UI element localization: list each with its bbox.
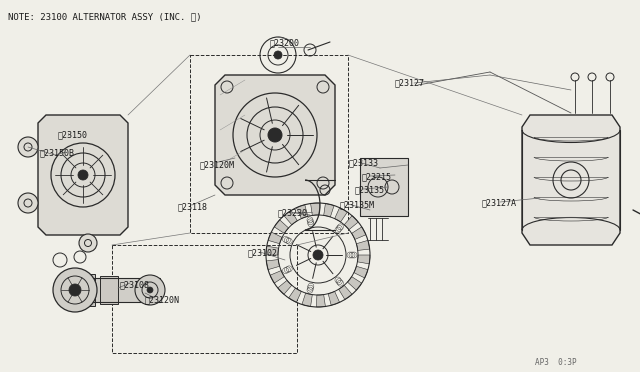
Text: ※23135M: ※23135M <box>340 200 375 209</box>
Polygon shape <box>344 216 358 230</box>
Bar <box>100 276 118 304</box>
Circle shape <box>147 287 153 293</box>
Text: ※23118: ※23118 <box>178 202 208 211</box>
Polygon shape <box>302 293 312 307</box>
Polygon shape <box>266 260 280 270</box>
Circle shape <box>78 170 88 180</box>
Text: ※23120M: ※23120M <box>200 160 235 169</box>
Circle shape <box>135 275 165 305</box>
Polygon shape <box>268 232 282 244</box>
Text: ※23135: ※23135 <box>355 185 385 194</box>
Circle shape <box>53 268 97 312</box>
Polygon shape <box>354 266 368 278</box>
Polygon shape <box>266 246 278 255</box>
Polygon shape <box>38 115 128 235</box>
Polygon shape <box>360 158 408 216</box>
Text: AP3  0:3P: AP3 0:3P <box>535 358 577 367</box>
Polygon shape <box>339 285 352 299</box>
Bar <box>75 274 95 306</box>
Circle shape <box>18 193 38 213</box>
Polygon shape <box>317 295 325 307</box>
Polygon shape <box>284 211 298 225</box>
Text: ※23120N: ※23120N <box>145 295 180 304</box>
Polygon shape <box>335 208 348 222</box>
Polygon shape <box>351 227 366 240</box>
Polygon shape <box>348 277 362 290</box>
Polygon shape <box>357 255 370 264</box>
Circle shape <box>69 284 81 296</box>
Polygon shape <box>356 240 370 250</box>
Circle shape <box>79 234 97 252</box>
Polygon shape <box>289 288 301 302</box>
Polygon shape <box>522 115 620 245</box>
Text: ※23230: ※23230 <box>278 208 308 217</box>
Text: ※23133: ※23133 <box>349 158 379 167</box>
Bar <box>190 55 348 233</box>
Circle shape <box>18 137 38 157</box>
Polygon shape <box>310 203 319 215</box>
Text: ※23108: ※23108 <box>120 280 150 289</box>
Circle shape <box>268 128 282 142</box>
Text: ※23150B: ※23150B <box>40 148 75 157</box>
Text: ※23127A: ※23127A <box>482 198 517 207</box>
Text: ※23200: ※23200 <box>270 38 300 47</box>
Text: ※23127: ※23127 <box>395 78 425 87</box>
Polygon shape <box>275 220 289 233</box>
Bar <box>112 245 297 353</box>
Text: ※23215: ※23215 <box>362 172 392 181</box>
Polygon shape <box>278 280 292 294</box>
Bar <box>75 278 160 302</box>
Text: ※23150: ※23150 <box>58 130 88 139</box>
Polygon shape <box>215 75 335 195</box>
Text: ※23102: ※23102 <box>248 248 278 257</box>
Polygon shape <box>328 291 340 305</box>
Circle shape <box>274 51 282 59</box>
Circle shape <box>313 250 323 260</box>
Polygon shape <box>324 203 334 217</box>
Text: NOTE: 23100 ALTERNATOR ASSY (INC. ※): NOTE: 23100 ALTERNATOR ASSY (INC. ※) <box>8 12 202 21</box>
Polygon shape <box>270 270 284 283</box>
Polygon shape <box>296 205 308 219</box>
